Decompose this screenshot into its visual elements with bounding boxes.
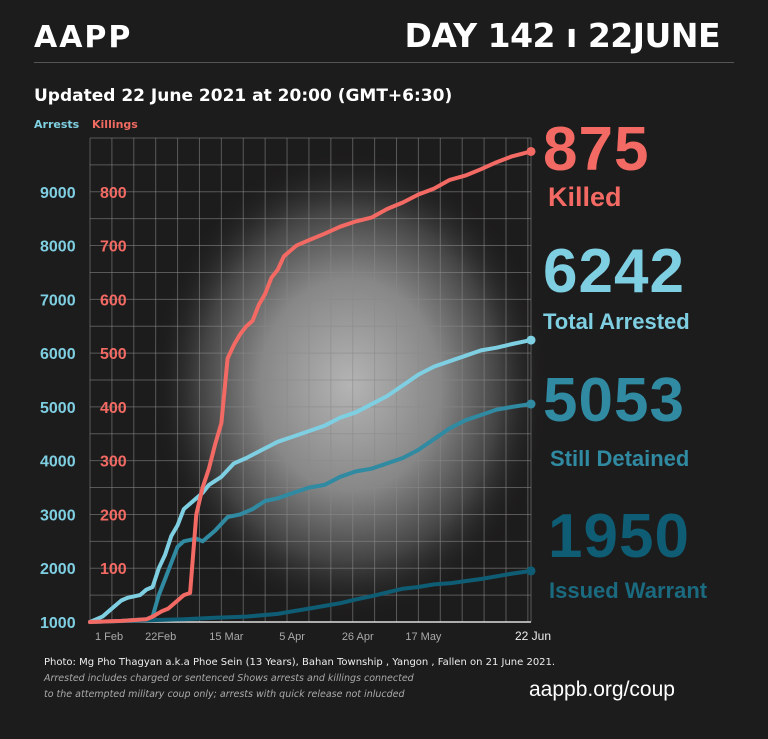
right-axis-tick: 200 (100, 507, 127, 524)
right-axis-tick: 500 (100, 346, 127, 363)
warrant-label: Issued Warrant (549, 578, 708, 603)
series-line-total-arrested (88, 338, 533, 624)
day-date-banner: DAY 142 ı 22JUNE (404, 16, 720, 55)
left-axis-tick: 8000 (40, 239, 76, 256)
x-axis-tick: 15 Mar (209, 631, 244, 643)
series-endpoint-still-detained (526, 399, 536, 409)
left-axis-tick: 5000 (40, 400, 76, 417)
left-axis-tick: 2000 (40, 561, 76, 578)
grid (89, 137, 532, 623)
right-axis-tick: 800 (100, 185, 127, 202)
x-axis-tick: 22Feb (145, 631, 176, 643)
killed-value: 875 (543, 115, 650, 184)
right-axis-tick: 400 (100, 400, 127, 417)
series-endpoint-total-arrested (526, 335, 536, 345)
x-axis-tick: 26 Apr (342, 631, 374, 643)
source-url[interactable]: aappb.org/coup (529, 678, 675, 701)
left-axis-tick: 6000 (40, 346, 76, 363)
x-axis-tick: 17 May (405, 631, 442, 643)
day-label: DAY 142 (404, 16, 556, 55)
x-axis-tick: 22 Jun (515, 629, 551, 643)
left-axis-tick: 4000 (40, 454, 76, 471)
methodology-note-line1: Arrested includes charged or sentenced S… (44, 673, 414, 684)
updated-timestamp: Updated 22 June 2021 at 20:00 (GMT+6:30) (34, 86, 453, 106)
header-divider (34, 62, 734, 63)
arrested-value: 6242 (543, 237, 685, 306)
legend-arrests: Arrests (34, 118, 80, 131)
right-axis-tick: 600 (100, 292, 127, 309)
series-lines (88, 146, 536, 624)
series-line-still-detained (88, 402, 533, 624)
left-axis-tick: 9000 (40, 185, 76, 202)
tick-labels: 1000 2000 3000 4000 5000 6000 7000 8000 9000 100 2… (40, 185, 551, 643)
left-axis-tick: 3000 (40, 507, 76, 524)
x-axis-tick: 1 Feb (95, 631, 123, 643)
right-axis-tick: 700 (100, 239, 127, 256)
series-line-issued-warrant (88, 568, 533, 624)
series-line-killings (88, 149, 533, 624)
detained-label: Still Detained (550, 446, 690, 471)
legend-killings: Killings (92, 118, 138, 131)
date-label: 22JUNE (587, 16, 721, 55)
aapp-logo: AAPP (34, 20, 133, 55)
methodology-note-line2: to the attempted military coup only; arr… (44, 689, 405, 700)
warrant-value: 1950 (548, 502, 690, 571)
series-endpoint-issued-warrant (526, 566, 536, 576)
detained-value: 5053 (543, 366, 685, 435)
arrested-label: Total Arrested (543, 309, 690, 334)
series-endpoint-killings (526, 146, 536, 156)
photo-credit: Photo: Mg Pho Thagyan a.k.a Phoe Sein (1… (44, 657, 556, 668)
right-axis-tick: 100 (100, 561, 127, 578)
x-axis-tick: 5 Apr (279, 631, 305, 643)
right-axis-tick: 300 (100, 454, 127, 471)
killed-label: Killed (548, 182, 622, 212)
left-axis-tick: 1000 (40, 615, 76, 632)
banner-separator: ı (566, 16, 577, 55)
photo-vignette (150, 150, 550, 620)
left-axis-tick: 7000 (40, 292, 76, 309)
